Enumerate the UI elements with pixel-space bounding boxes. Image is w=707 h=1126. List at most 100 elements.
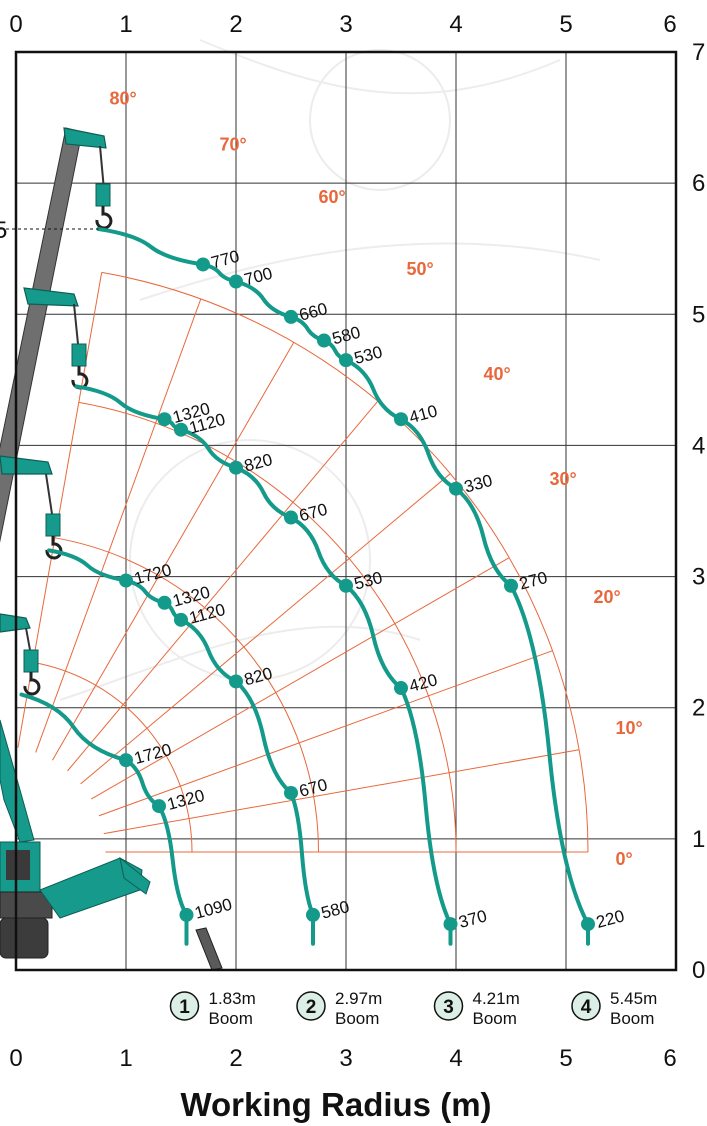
boom-length-arc xyxy=(54,537,319,852)
angle-label: 30° xyxy=(550,469,577,489)
top-tick-label: 2 xyxy=(229,11,242,38)
top-axis-ticks: 0 1 2 3 4 5 6 xyxy=(9,11,676,38)
legend-boom-word: Boom xyxy=(335,1009,379,1028)
load-point xyxy=(119,573,133,588)
legend-badge xyxy=(296,991,326,1021)
right-axis-ticks: 0 1 2 3 4 5 6 7 xyxy=(692,39,705,984)
load-label: 770 xyxy=(209,247,241,273)
load-points: 1720132010901720132011208206705801320112… xyxy=(119,247,626,932)
load-point xyxy=(581,917,595,932)
load-point xyxy=(339,353,353,368)
right-tick-label: 2 xyxy=(692,695,705,722)
top-tick-label: 4 xyxy=(449,11,462,38)
legend-boom-word: Boom xyxy=(209,1009,253,1028)
load-point xyxy=(179,907,194,922)
right-tick-label: 4 xyxy=(692,432,705,459)
bottom-tick-label: 5 xyxy=(559,1045,572,1072)
load-point xyxy=(119,753,133,768)
load-point xyxy=(229,674,243,689)
legend-badge xyxy=(169,991,200,1021)
legend-number: 2 xyxy=(306,997,317,1018)
load-curve-boom-3 xyxy=(74,384,453,946)
load-label: 820 xyxy=(242,450,274,476)
load-label: 530 xyxy=(352,342,384,368)
boom-head-3 xyxy=(0,455,63,560)
load-label: 530 xyxy=(352,568,384,594)
angle-line xyxy=(90,557,510,800)
boom-length-arc xyxy=(78,401,457,852)
legend-number: 3 xyxy=(443,997,454,1018)
angle-label: 80° xyxy=(110,88,137,108)
crane-illustration xyxy=(0,127,223,971)
legend-number: 4 xyxy=(581,997,592,1018)
load-label: 660 xyxy=(297,299,329,325)
load-point xyxy=(229,274,243,289)
load-point xyxy=(504,578,518,593)
load-point xyxy=(394,681,408,696)
load-curve-boom-4 xyxy=(96,227,591,946)
load-label: 330 xyxy=(462,471,494,497)
load-curve-boom-2 xyxy=(47,548,315,946)
load-point xyxy=(339,578,353,593)
angle-label: 0° xyxy=(616,849,633,869)
legend-boom-length: 5.45m xyxy=(610,989,657,1008)
bottom-tick-label: 3 xyxy=(339,1045,352,1072)
load-label: 370 xyxy=(457,906,489,932)
load-label: 410 xyxy=(407,401,439,427)
load-label: 700 xyxy=(242,264,274,290)
boom-head-2 xyxy=(23,287,89,390)
boom-head-4 xyxy=(0,613,41,696)
load-curves xyxy=(19,227,591,946)
angle-label: 50° xyxy=(407,259,434,279)
top-tick-label: 1 xyxy=(119,11,132,38)
left-marker-label: 5 xyxy=(0,217,7,244)
right-tick-label: 3 xyxy=(692,564,705,591)
legend-number: 1 xyxy=(179,997,190,1018)
legend-boom-length: 2.97m xyxy=(335,989,382,1008)
load-point xyxy=(284,309,298,324)
boom-angle-labels: 80° 70° 60° 50° 40° 30° 20° 10° 0° xyxy=(110,88,643,869)
top-tick-label: 5 xyxy=(559,11,572,38)
load-point xyxy=(157,595,172,610)
right-tick-label: 0 xyxy=(692,957,705,984)
legend-badge xyxy=(433,991,464,1021)
plot-frame xyxy=(14,50,678,972)
left-height-marker: 5 xyxy=(0,217,99,244)
top-tick-label: 0 xyxy=(9,11,22,38)
angle-line xyxy=(103,749,580,835)
load-label: 420 xyxy=(407,670,439,696)
load-point xyxy=(306,907,320,922)
load-point xyxy=(284,510,298,525)
boom-angle-lines xyxy=(17,272,588,853)
load-point xyxy=(394,412,408,427)
load-point xyxy=(449,481,463,496)
load-point xyxy=(174,612,188,627)
bottom-tick-label: 1 xyxy=(119,1045,132,1072)
load-point xyxy=(196,257,210,272)
load-label: 580 xyxy=(330,323,362,349)
boom-body xyxy=(0,127,83,543)
angle-line xyxy=(67,400,379,772)
load-point xyxy=(157,412,172,427)
plot-grid xyxy=(16,52,676,970)
load-point xyxy=(174,422,188,437)
right-tick-label: 6 xyxy=(692,170,705,197)
background-watermark xyxy=(59,39,601,701)
right-tick-label: 1 xyxy=(692,826,705,853)
load-point xyxy=(443,917,458,932)
bottom-tick-label: 0 xyxy=(9,1045,22,1072)
bottom-tick-label: 6 xyxy=(663,1045,676,1072)
load-point xyxy=(284,785,298,800)
crane-base xyxy=(0,719,223,971)
angle-label: 20° xyxy=(594,587,621,607)
top-tick-label: 3 xyxy=(339,11,352,38)
load-point xyxy=(229,460,243,475)
bottom-tick-label: 2 xyxy=(229,1045,242,1072)
legend-boom-word: Boom xyxy=(473,1009,517,1028)
legend-boom-length: 4.21m xyxy=(473,989,520,1008)
load-label: 1090 xyxy=(193,895,234,923)
load-label: 1320 xyxy=(165,786,206,814)
load-label: 670 xyxy=(297,500,329,526)
